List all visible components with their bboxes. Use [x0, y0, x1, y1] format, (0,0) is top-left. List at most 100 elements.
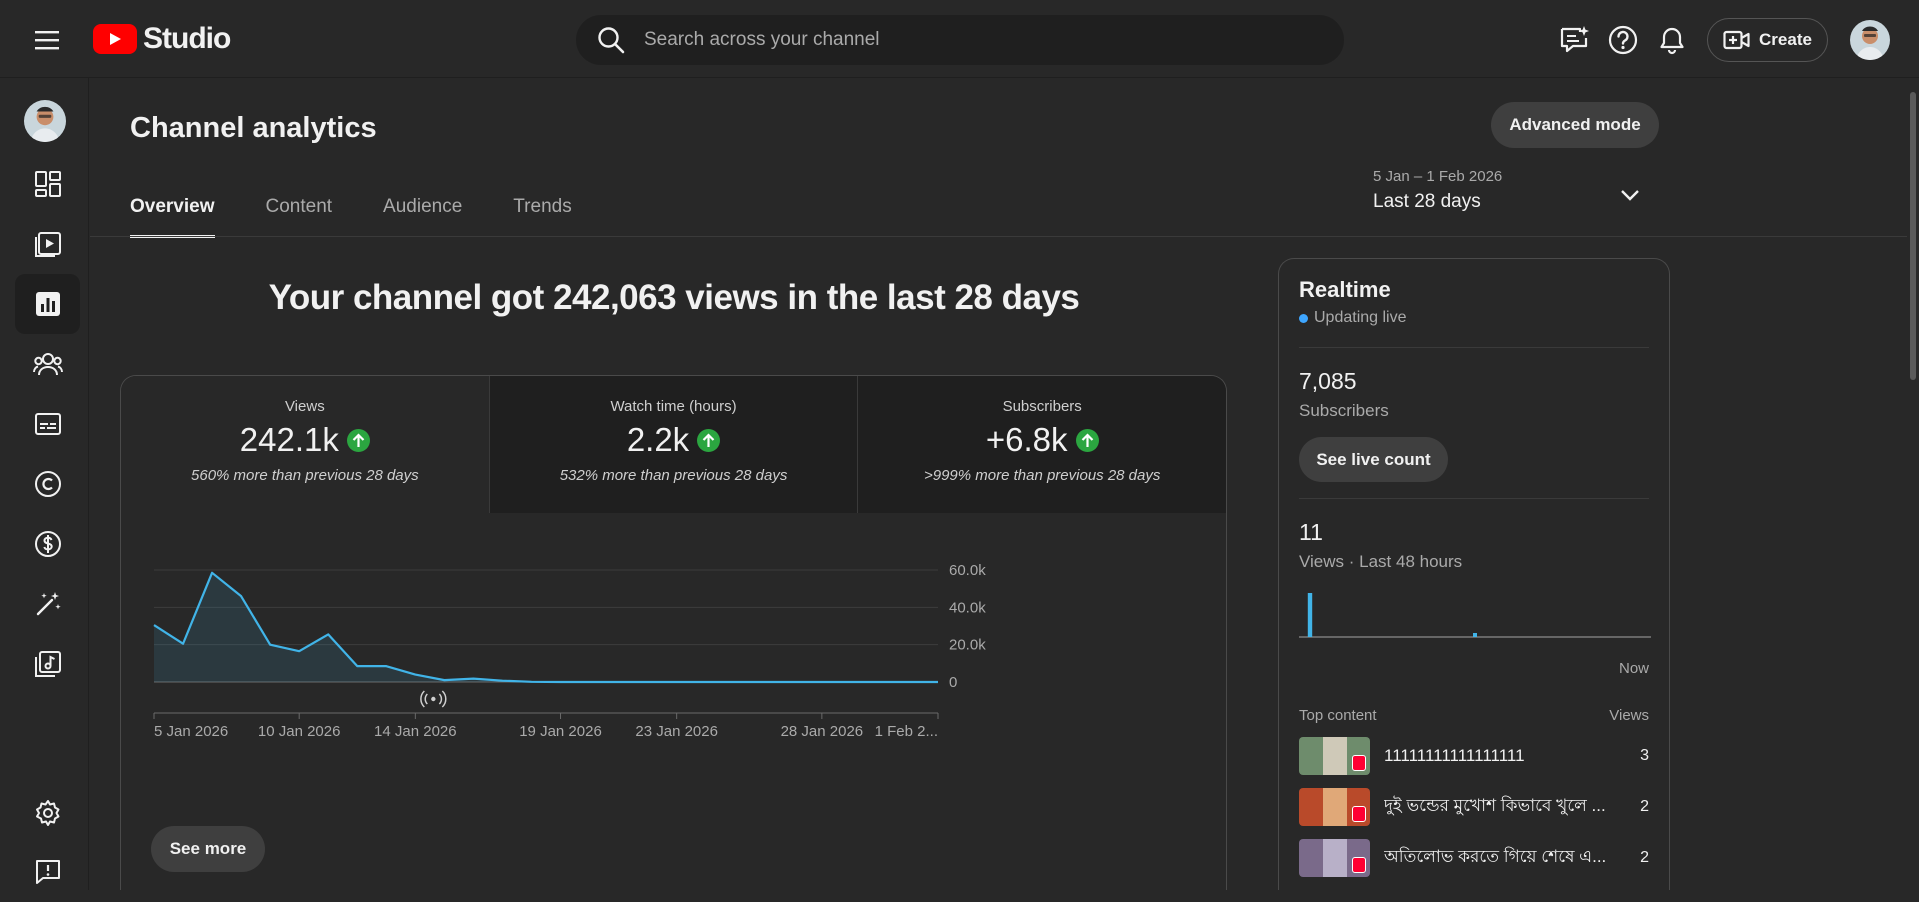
arrow-up-icon	[1076, 429, 1099, 452]
metric-views[interactable]: Views 242.1k 560% more than previous 28 …	[121, 376, 489, 513]
content-icon	[34, 230, 62, 258]
subscribers-value: 7,085	[1299, 368, 1649, 395]
shorts-icon	[1352, 857, 1366, 873]
sidebar-item-audio-library[interactable]	[15, 634, 80, 694]
shorts-icon	[1352, 806, 1366, 822]
studio-logo[interactable]: Studio	[93, 20, 230, 58]
sidebar-item-subtitles[interactable]	[15, 394, 80, 454]
see-live-count-button[interactable]: See live count	[1299, 437, 1448, 482]
date-range-selector[interactable]: 5 Jan – 1 Feb 2026 Last 28 days	[1373, 168, 1653, 213]
x-tick-label: 14 Jan 2026	[374, 723, 457, 740]
x-tick-label: 10 Jan 2026	[258, 723, 341, 740]
realtime-views-value: 11	[1299, 519, 1649, 546]
sidebar-item-dashboard[interactable]	[15, 154, 80, 214]
y-tick-label: 0	[949, 674, 957, 691]
sidebar-item-content[interactable]	[15, 214, 80, 274]
metric-value: +6.8k	[986, 421, 1068, 459]
create-label: Create	[1759, 30, 1812, 50]
video-title: অতিলোভ করতে গিয়ে শেষে এ...	[1384, 844, 1614, 872]
subscribers-label: Subscribers	[1299, 401, 1649, 421]
channel-avatar[interactable]	[24, 100, 66, 142]
metric-value: 242.1k	[240, 421, 339, 459]
x-tick-label: 23 Jan 2026	[635, 723, 718, 740]
tab-audience[interactable]: Audience	[383, 196, 462, 236]
metrics-card: Views 242.1k 560% more than previous 28 …	[120, 375, 1227, 890]
top-content-item[interactable]: দুই ভন্ডের মুখোশ কিভাবে খুলে ... 2	[1299, 788, 1649, 826]
top-content-label: Top content	[1299, 707, 1377, 724]
video-thumbnail	[1299, 788, 1370, 826]
y-tick-label: 20.0k	[949, 637, 986, 654]
menu-icon[interactable]	[27, 24, 67, 56]
views-headline: Your channel got 242,063 views in the la…	[90, 278, 1258, 318]
scrollbar-thumb[interactable]	[1910, 92, 1916, 380]
live-dot-icon	[1299, 314, 1308, 323]
arrow-up-icon	[347, 429, 370, 452]
tab-trends[interactable]: Trends	[513, 196, 571, 236]
logo-text: Studio	[143, 22, 230, 56]
metric-watch-time[interactable]: Watch time (hours) 2.2k 532% more than p…	[489, 376, 858, 513]
arrow-up-icon	[697, 429, 720, 452]
feedback-icon	[34, 858, 62, 886]
realtime-bar-chart	[1299, 590, 1649, 650]
views-column-label: Views	[1609, 707, 1649, 724]
sidebar-item-feedback[interactable]	[15, 842, 80, 902]
realtime-bar[interactable]	[1473, 633, 1477, 637]
live-broadcast-icon[interactable]	[421, 691, 446, 707]
tabs-divider	[90, 236, 1912, 237]
sidebar-item-customization[interactable]	[15, 574, 80, 634]
account-avatar[interactable]	[1850, 20, 1890, 60]
sidebar-item-analytics[interactable]	[15, 274, 80, 334]
community-icon	[33, 350, 63, 378]
metric-change: 560% more than previous 28 days	[121, 467, 489, 484]
search-input[interactable]	[644, 29, 1294, 51]
date-range-dates: 5 Jan – 1 Feb 2026	[1373, 168, 1653, 185]
main-content: Channel analytics Advanced mode Overview…	[90, 78, 1912, 890]
metric-subscribers[interactable]: Subscribers +6.8k >999% more than previo…	[857, 376, 1226, 513]
y-tick-label: 40.0k	[949, 599, 986, 616]
tab-content[interactable]: Content	[266, 196, 333, 236]
audio-library-icon	[34, 650, 62, 678]
sidebar-item-copyright[interactable]	[15, 454, 80, 514]
realtime-views-label: Views · Last 48 hours	[1299, 552, 1649, 572]
metric-label: Views	[121, 398, 489, 415]
page-scrollbar[interactable]	[1907, 78, 1919, 890]
feedback-sparkle-icon[interactable]	[1556, 22, 1592, 58]
tab-overview[interactable]: Overview	[130, 196, 215, 236]
dashboard-icon	[34, 170, 62, 198]
x-tick-label: 1 Feb 2...	[875, 723, 938, 740]
advanced-mode-button[interactable]: Advanced mode	[1491, 102, 1659, 148]
top-content-item[interactable]: অতিলোভ করতে গিয়ে শেষে এ... 2	[1299, 839, 1649, 877]
sidebar	[0, 78, 89, 890]
video-thumbnail	[1299, 737, 1370, 775]
realtime-status: Updating live	[1314, 309, 1407, 327]
video-title: 11111111111111111	[1384, 746, 1614, 766]
realtime-card: Realtime Updating live 7,085 Subscribers…	[1278, 258, 1670, 890]
views-line-chart: 0 20.0k 40.0k 60.0k 5 Jan 2026 10 Jan 2026 14 …	[121, 513, 1227, 813]
gear-icon	[34, 799, 62, 827]
video-views: 2	[1640, 798, 1649, 816]
area-fill	[154, 573, 938, 682]
page-title: Channel analytics	[130, 112, 377, 145]
sidebar-item-settings[interactable]	[15, 783, 80, 843]
help-icon[interactable]	[1605, 22, 1641, 58]
now-label: Now	[1299, 660, 1649, 677]
metric-change: 532% more than previous 28 days	[490, 467, 858, 484]
chevron-down-icon	[1620, 188, 1640, 202]
metric-label: Subscribers	[858, 398, 1226, 415]
realtime-title: Realtime	[1299, 277, 1649, 303]
sidebar-item-community[interactable]	[15, 334, 80, 394]
analytics-tabs: Overview Content Audience Trends	[130, 196, 623, 236]
notifications-bell-icon[interactable]	[1654, 22, 1690, 58]
x-tick-label: 19 Jan 2026	[519, 723, 602, 740]
see-more-button[interactable]: See more	[151, 826, 265, 872]
analytics-icon	[34, 290, 62, 318]
create-button[interactable]: Create	[1707, 18, 1828, 62]
realtime-bar[interactable]	[1308, 593, 1312, 637]
search-icon[interactable]	[596, 25, 626, 55]
y-tick-label: 60.0k	[949, 562, 986, 579]
x-tick-label: 5 Jan 2026	[154, 723, 228, 740]
top-content-item[interactable]: 11111111111111111 3	[1299, 737, 1649, 775]
shorts-icon	[1352, 755, 1366, 771]
search-bar[interactable]	[576, 15, 1344, 65]
sidebar-item-earn[interactable]	[15, 514, 80, 574]
